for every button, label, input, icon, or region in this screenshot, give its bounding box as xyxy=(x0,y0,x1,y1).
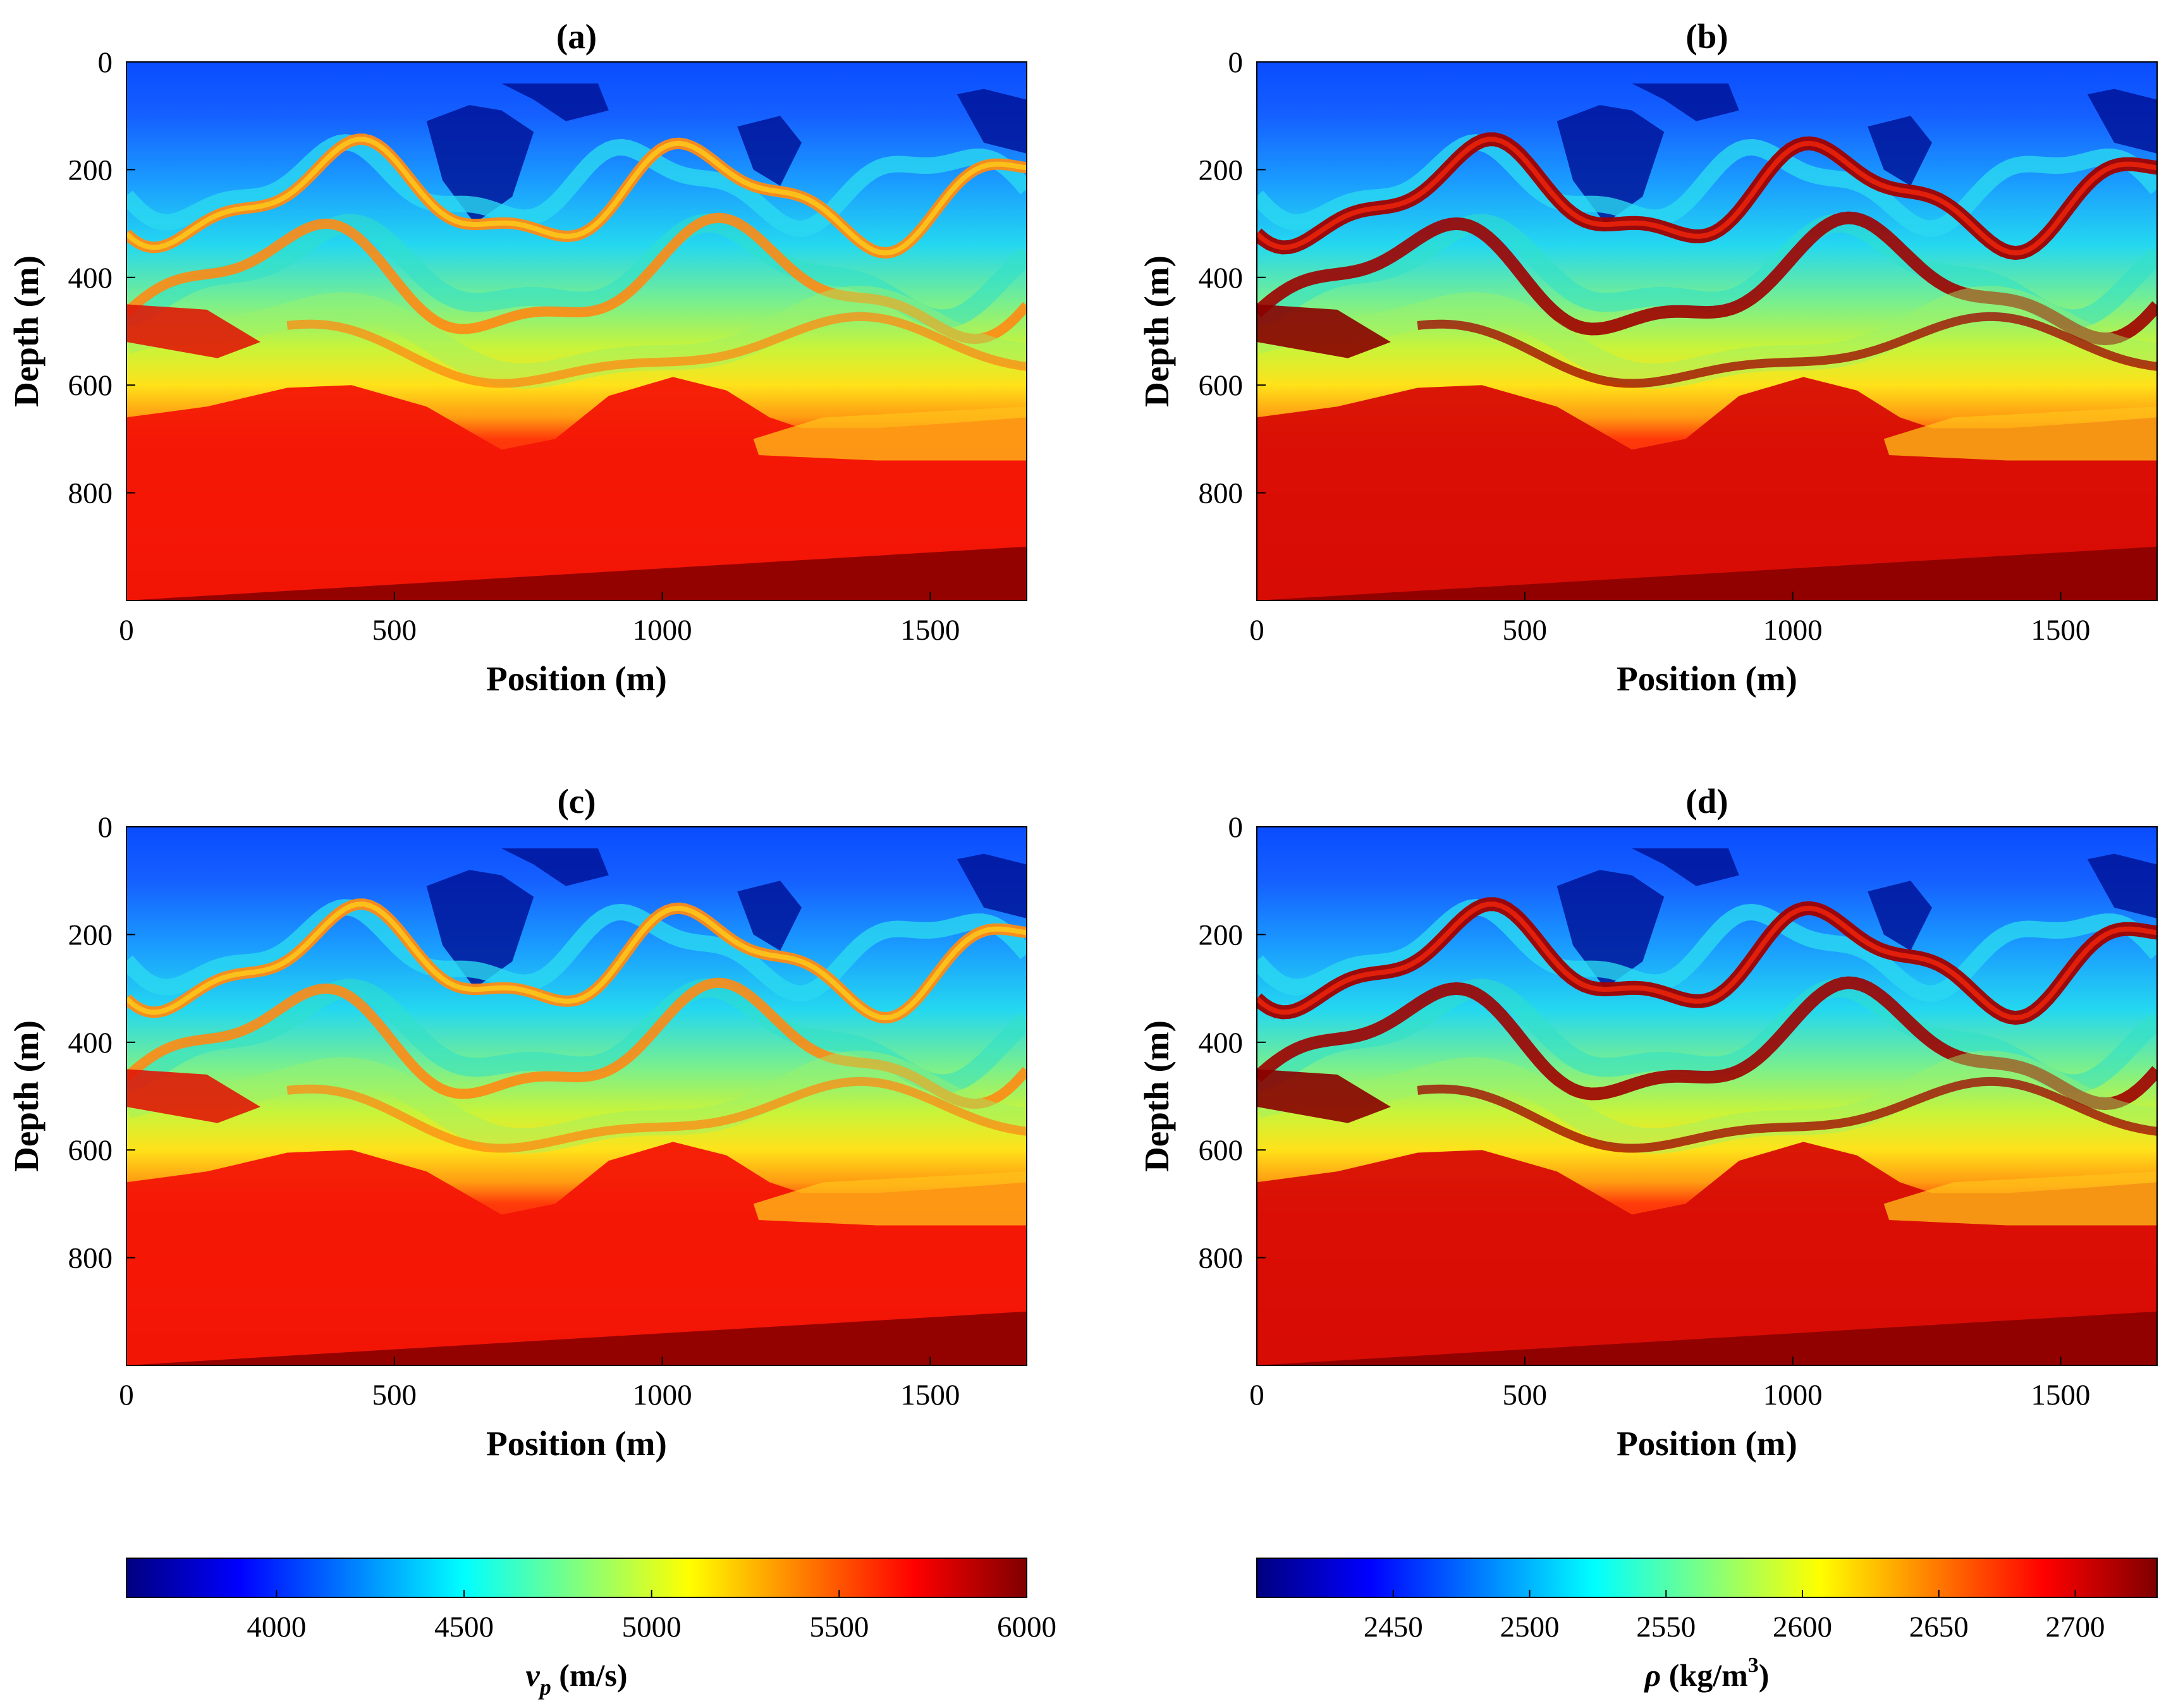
heatmap-image xyxy=(1257,827,2157,1365)
panel-title: (a) xyxy=(556,17,597,56)
x-tick-label: 0 xyxy=(119,1379,134,1412)
x-tick-label: 1000 xyxy=(633,1379,692,1412)
y-tick-label: 400 xyxy=(68,262,113,295)
y-tick-label: 0 xyxy=(1228,46,1244,79)
panel-a: 0 500 1000 1500 0 200 400 600 800 (a) Position (m)… xyxy=(7,17,1027,698)
axes-frame xyxy=(1256,61,2158,601)
y-tick-label: 200 xyxy=(1199,154,1244,186)
y-tick-label: 600 xyxy=(1199,369,1244,402)
y-tick-label: 800 xyxy=(68,477,113,510)
y-axis-label: Depth (m) xyxy=(7,255,46,407)
x-tick-label: 0 xyxy=(119,614,134,647)
y-tick-label: 200 xyxy=(68,154,113,186)
y-tick-label: 200 xyxy=(68,918,113,951)
colorbar-tick-label: 2550 xyxy=(1636,1611,1696,1644)
y-tick-label: 0 xyxy=(98,46,113,79)
y-tick-label: 600 xyxy=(68,369,113,402)
x-axis-label: Position (m) xyxy=(1617,659,1797,698)
x-tick-label: 500 xyxy=(372,1379,417,1412)
y-tick-label: 400 xyxy=(1199,1027,1244,1059)
y-tick-label: 600 xyxy=(1199,1134,1244,1167)
colorbar-tick-label: 2600 xyxy=(1773,1611,1832,1644)
panel-title: (b) xyxy=(1685,17,1728,56)
y-tick-label: 0 xyxy=(98,811,113,844)
colorbar-tick-label: 4500 xyxy=(434,1611,494,1644)
axes-frame xyxy=(126,61,1027,601)
heatmap-image xyxy=(1257,62,2157,601)
colorbar-label: ρ (kg/m3) xyxy=(1644,1654,1770,1693)
x-axis-label: Position (m) xyxy=(1617,1424,1797,1463)
x-tick-label: 1500 xyxy=(900,1379,960,1412)
x-tick-label: 500 xyxy=(1503,1379,1548,1412)
colorbar-tick-label: 2650 xyxy=(1909,1611,1969,1644)
x-tick-label: 1000 xyxy=(633,614,692,647)
x-tick-label: 1000 xyxy=(1763,614,1823,647)
panel-title: (c) xyxy=(557,782,596,820)
x-tick-label: 0 xyxy=(1249,614,1264,647)
y-tick-label: 800 xyxy=(68,1242,113,1275)
colorbar-tick-label: 2450 xyxy=(1364,1611,1423,1644)
x-tick-label: 1500 xyxy=(2031,614,2090,647)
colorbar-rho: 2450 2500 2550 2600 2650 2700 ρ (kg/m3) xyxy=(1256,1558,2158,1693)
y-tick-label: 200 xyxy=(1199,918,1244,951)
x-tick-label: 1500 xyxy=(2031,1379,2090,1412)
axes-frame xyxy=(126,826,1027,1366)
x-tick-label: 0 xyxy=(1249,1379,1264,1412)
colorbar-tick-label: 6000 xyxy=(997,1611,1056,1644)
panel-title: (d) xyxy=(1685,782,1728,820)
colorbar-tick-label: 2500 xyxy=(1500,1611,1560,1644)
y-tick-label: 800 xyxy=(1199,477,1244,510)
colorbar-label: vp (m/s) xyxy=(525,1657,627,1700)
y-axis-label: Depth (m) xyxy=(1137,1020,1176,1172)
colorbar-tick-label: 5500 xyxy=(809,1611,869,1644)
colorbar-gradient xyxy=(1256,1558,2158,1598)
y-tick-label: 600 xyxy=(68,1134,113,1167)
y-tick-label: 0 xyxy=(1228,811,1244,844)
axes-frame xyxy=(1256,826,2158,1366)
x-tick-label: 1000 xyxy=(1763,1379,1823,1412)
colorbar-vp: 4000 4500 5000 5500 6000 vp (m/s) xyxy=(126,1558,1056,1700)
y-tick-label: 400 xyxy=(1199,262,1244,295)
y-tick-label: 400 xyxy=(68,1027,113,1059)
x-axis-label: Position (m) xyxy=(486,659,667,698)
panel-c: 0 500 1000 1500 0 200 400 600 800 (c) Position (m)… xyxy=(7,782,1027,1463)
y-axis-label: Depth (m) xyxy=(7,1020,46,1172)
panel-d: 0 500 1000 1500 0 200 400 600 800 (d) Position (m)… xyxy=(1137,782,2158,1463)
x-tick-label: 500 xyxy=(372,614,417,647)
heatmap-image xyxy=(126,827,1027,1365)
colorbar-tick-label: 2700 xyxy=(2046,1611,2105,1644)
colorbar-tick-label: 4000 xyxy=(247,1611,306,1644)
colorbar-gradient xyxy=(126,1558,1027,1598)
x-axis-label: Position (m) xyxy=(486,1424,667,1463)
x-tick-label: 500 xyxy=(1503,614,1548,647)
heatmap-image xyxy=(126,62,1027,601)
x-tick-label: 1500 xyxy=(900,614,960,647)
y-axis-label: Depth (m) xyxy=(1137,255,1176,407)
colorbar-tick-label: 5000 xyxy=(622,1611,682,1644)
y-tick-label: 800 xyxy=(1199,1242,1244,1275)
panel-b: 0 500 1000 1500 0 200 400 600 800 (b) Position (m)… xyxy=(1137,17,2158,698)
